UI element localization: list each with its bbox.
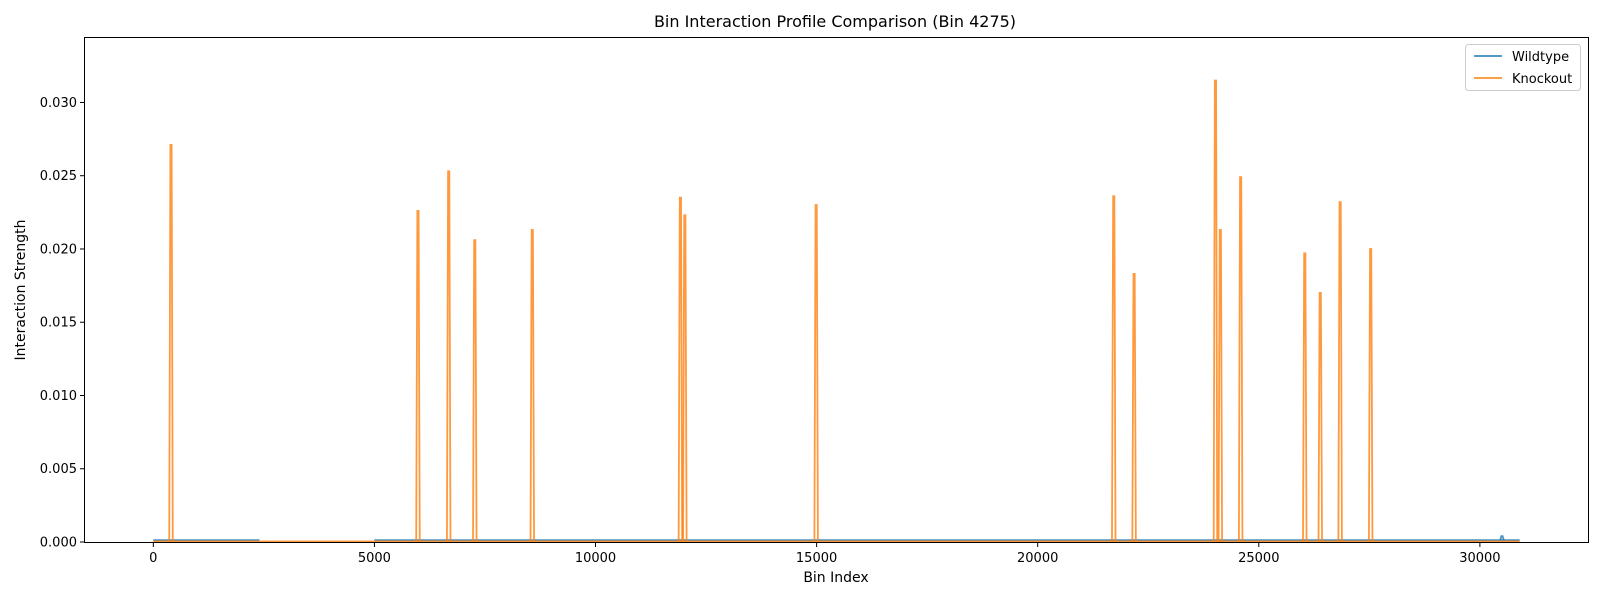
y-tick-label: 0.020 — [40, 242, 77, 257]
series-peak-knockout — [446, 170, 452, 542]
series-peak-knockout — [682, 214, 688, 542]
y-axis: 0.000 0.005 0.010 0.015 0.020 0.025 0.030 — [40, 96, 85, 551]
y-axis-label: Interaction Strength — [13, 220, 29, 361]
series-peak-knockout — [1111, 195, 1117, 542]
series-peak-knockout — [415, 209, 421, 542]
y-tick-label: 0.005 — [40, 462, 77, 477]
y-tick-label: 0.030 — [40, 96, 77, 111]
y-tick-label: 0.015 — [40, 316, 77, 331]
x-tick-label: 0 — [149, 551, 157, 566]
y-tick-label: 0.025 — [40, 169, 77, 184]
plot-frame — [84, 37, 1589, 543]
series-peak-knockout — [1317, 292, 1323, 542]
chart-title: Bin Interaction Profile Comparison (Bin … — [654, 12, 1016, 31]
series-peak-knockout — [1131, 272, 1137, 542]
series-knockout — [153, 79, 1520, 543]
series-peak-knockout — [1217, 229, 1223, 542]
x-axis: 0 5000 10000 15000 20000 25000 30000 — [149, 542, 1501, 566]
legend-label-wildtype: Wildtype — [1512, 50, 1569, 65]
series-peak-knockout — [472, 239, 478, 542]
series-peak-wildtype — [1499, 535, 1505, 541]
legend-label-knockout: Knockout — [1512, 72, 1572, 87]
x-tick-label: 15000 — [796, 551, 837, 566]
y-tick-label: 0.010 — [40, 389, 77, 404]
plot-area — [153, 79, 1520, 543]
x-tick-label: 30000 — [1459, 551, 1500, 566]
legend: Wildtype Knockout — [1465, 44, 1581, 91]
series-peak-knockout — [1237, 176, 1244, 542]
x-tick-label: 25000 — [1238, 551, 1279, 566]
series-peak-knockout — [1367, 248, 1374, 542]
series-peak-knockout — [677, 196, 684, 542]
x-tick-label: 5000 — [358, 551, 391, 566]
series-wildtype — [153, 535, 1520, 542]
x-tick-label: 10000 — [575, 551, 616, 566]
x-axis-label: Bin Index — [803, 570, 868, 586]
series-peak-knockout — [1302, 252, 1308, 542]
series-peak-knockout — [813, 204, 819, 542]
series-peak-knockout — [1337, 201, 1343, 542]
x-tick-label: 20000 — [1017, 551, 1058, 566]
series-peak-knockout — [1212, 79, 1219, 542]
y-tick-label: 0.000 — [40, 536, 77, 551]
series-peak-knockout — [168, 144, 174, 542]
series-peak-knockout — [529, 229, 535, 542]
